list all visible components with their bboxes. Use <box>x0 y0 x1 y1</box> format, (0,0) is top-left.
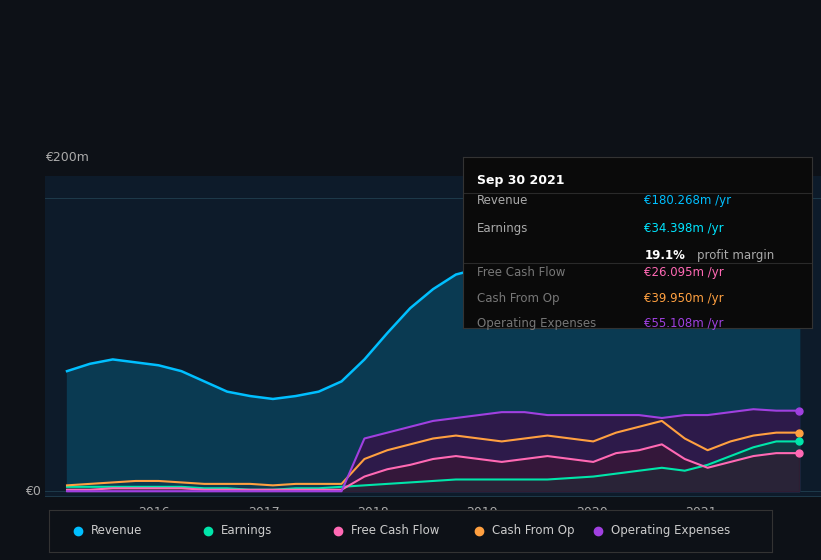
Text: Sep 30 2021: Sep 30 2021 <box>477 174 565 187</box>
Text: 19.1%: 19.1% <box>644 249 686 262</box>
Text: €180.268m /yr: €180.268m /yr <box>644 194 732 207</box>
Text: €55.108m /yr: €55.108m /yr <box>644 318 724 330</box>
Text: Revenue: Revenue <box>477 194 529 207</box>
Text: Cash From Op: Cash From Op <box>492 524 575 537</box>
Text: Operating Expenses: Operating Expenses <box>477 318 596 330</box>
Text: profit margin: profit margin <box>697 249 774 262</box>
Text: €26.095m /yr: €26.095m /yr <box>644 266 724 279</box>
Text: Revenue: Revenue <box>91 524 143 537</box>
Text: Earnings: Earnings <box>221 524 273 537</box>
Text: €0: €0 <box>25 485 41 498</box>
Text: €34.398m /yr: €34.398m /yr <box>644 222 724 235</box>
Text: €200m: €200m <box>45 151 89 164</box>
Text: Free Cash Flow: Free Cash Flow <box>351 524 439 537</box>
Text: Cash From Op: Cash From Op <box>477 292 559 305</box>
Text: Operating Expenses: Operating Expenses <box>612 524 731 537</box>
Text: Earnings: Earnings <box>477 222 529 235</box>
Text: Free Cash Flow: Free Cash Flow <box>477 266 566 279</box>
Text: €39.950m /yr: €39.950m /yr <box>644 292 724 305</box>
